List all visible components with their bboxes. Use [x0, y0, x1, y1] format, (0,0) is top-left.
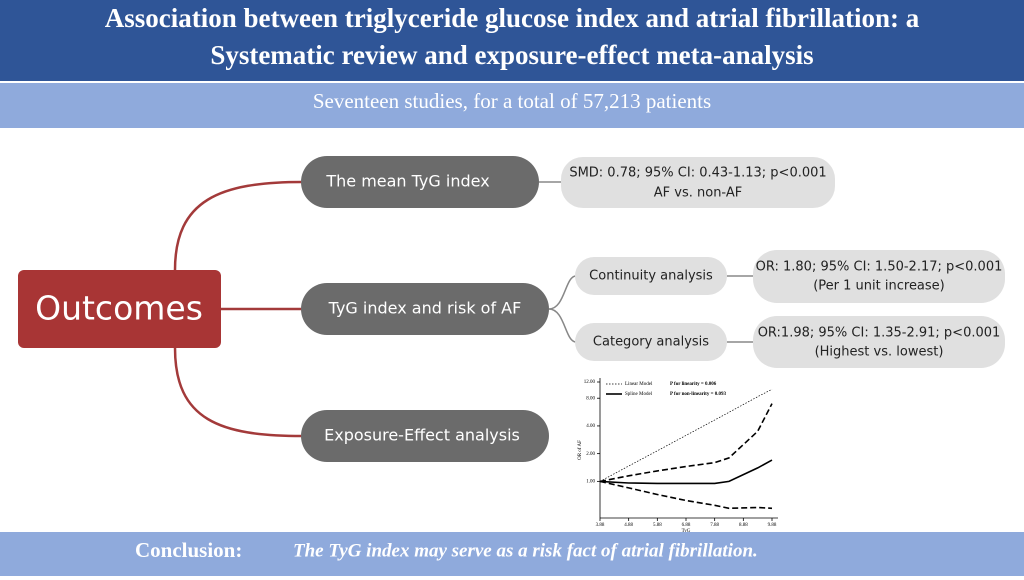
y-tick-label: 12.00	[584, 380, 596, 385]
x-tick-label: 8.88	[739, 523, 748, 528]
y-tick-label: 8.00	[586, 396, 595, 401]
line-series	[599, 480, 773, 510]
x-axis-label: TyG	[682, 529, 691, 534]
result-box	[753, 250, 1005, 303]
legend-label: Linear Model	[625, 382, 653, 387]
legend-label: Spline Model	[625, 392, 653, 397]
line-series	[599, 403, 773, 483]
connectors-gray	[539, 181, 754, 343]
title-band	[0, 0, 1024, 81]
title-line: Association between triglyceride glucose…	[105, 3, 920, 33]
connector	[173, 180, 303, 271]
result-text: AF vs. non-AF	[654, 186, 742, 201]
node	[301, 283, 549, 335]
x-tick-label: 4.88	[624, 523, 633, 528]
x-tick-label: 9.88	[768, 523, 777, 528]
root-label: Outcomes	[35, 289, 203, 328]
result-text: OR:1.98; 95% CI: 1.35-2.91; p<0.001	[758, 326, 1001, 341]
title-line: Systematic review and exposure-effect me…	[210, 40, 813, 70]
sub-node	[575, 323, 727, 361]
y-axis-label: OR of AF	[578, 440, 583, 460]
x-tick-label: 7.88	[710, 523, 719, 528]
connectors	[173, 180, 303, 438]
node-label: The mean TyG index	[325, 172, 489, 191]
subtitle: Seventeen studies, for a total of 57,213…	[313, 89, 711, 113]
result-text: SMD: 0.78; 95% CI: 0.43-1.13; p<0.001	[569, 166, 826, 181]
annotation: P for linearity = 0.006	[670, 382, 717, 387]
x-tick-label: 5.88	[653, 523, 662, 528]
connector	[548, 308, 577, 343]
conclusion-band	[0, 532, 1024, 576]
result-text: (Highest vs. lowest)	[815, 345, 944, 360]
root-node	[18, 270, 221, 348]
node-label: Exposure-Effect analysis	[324, 426, 520, 445]
result-box	[753, 316, 1005, 368]
node-label: TyG index and risk of AF	[328, 299, 522, 318]
y-tick-label: 2.00	[586, 452, 595, 457]
conclusion-label: Conclusion:	[135, 538, 242, 562]
sub-node-label: Continuity analysis	[589, 269, 713, 284]
sub-node	[575, 257, 727, 295]
y-tick-label: 1.00	[586, 480, 595, 485]
connector	[173, 347, 303, 438]
result-box	[561, 157, 835, 208]
annotation: P for non-linearity = 0.093	[670, 392, 726, 397]
sub-node-label: Category analysis	[593, 335, 709, 350]
y-tick-label: 4.00	[586, 424, 595, 429]
node	[301, 410, 549, 462]
inset-chart: 1.00 2.00 4.00 8.00 12.00 3.88 4.88 5.88 6.88 7.8…	[578, 378, 778, 534]
subtitle-band	[0, 83, 1024, 128]
result-text: (Per 1 unit increase)	[813, 279, 945, 294]
conclusion-text: The TyG index may serve as a risk fact o…	[293, 540, 758, 561]
x-tick-label: 3.88	[596, 523, 605, 528]
connector	[548, 275, 577, 310]
result-text: OR: 1.80; 95% CI: 1.50-2.17; p<0.001	[756, 260, 1003, 275]
line-series	[599, 459, 773, 485]
node	[301, 156, 539, 208]
x-tick-label: 6.88	[682, 523, 691, 528]
